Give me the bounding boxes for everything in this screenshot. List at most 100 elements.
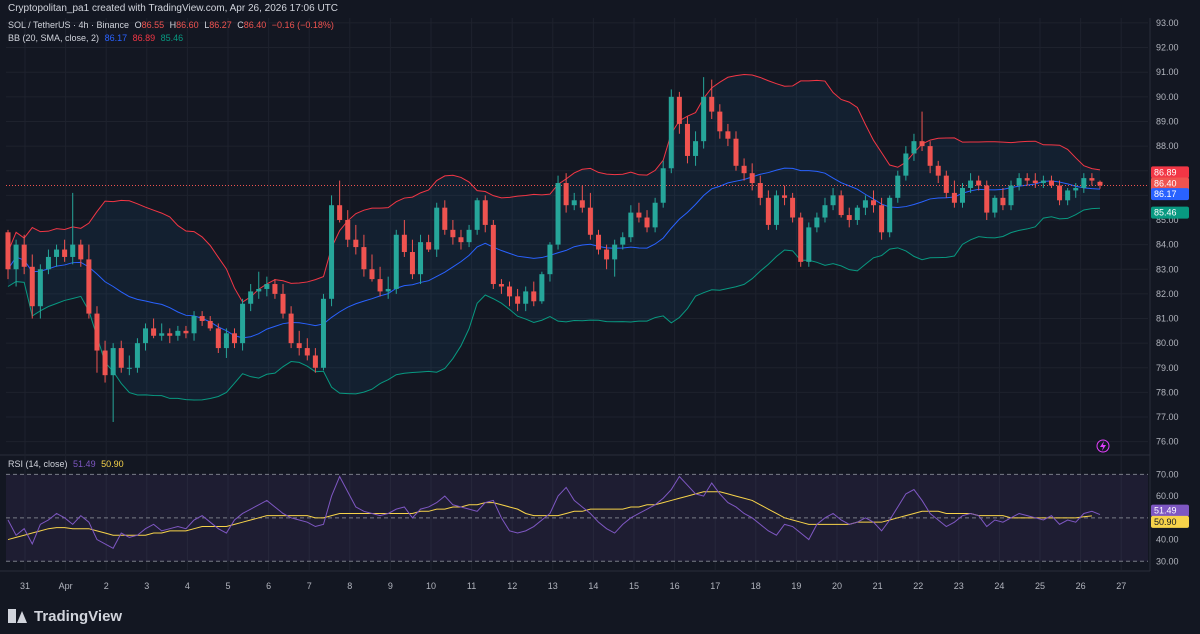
- time-tick-label: 4: [185, 581, 190, 591]
- open-value: 86.55: [141, 20, 165, 30]
- price-tick-label: 76.00: [1156, 437, 1179, 447]
- price-tick-label: 80.00: [1156, 338, 1179, 348]
- candle: [507, 281, 513, 307]
- candle-body: [151, 328, 157, 336]
- rsi-badge[interactable]: 51.49: [1151, 504, 1189, 517]
- candle: [846, 207, 852, 228]
- candle: [579, 185, 585, 213]
- rsi-ma-badge-text: 50.90: [1154, 517, 1177, 527]
- candle-body: [94, 313, 100, 351]
- candle: [676, 91, 682, 134]
- candle-body: [369, 269, 375, 280]
- candle: [612, 239, 618, 277]
- candle: [895, 170, 901, 203]
- candle: [523, 286, 529, 312]
- tradingview-brand[interactable]: TradingView: [8, 604, 122, 628]
- price-tick-label: 88.00: [1156, 141, 1179, 151]
- candle: [798, 212, 804, 267]
- price-tick-label: 89.00: [1156, 116, 1179, 126]
- time-tick-label: 5: [225, 581, 230, 591]
- candle-body: [725, 131, 731, 139]
- price-tick-label: 77.00: [1156, 412, 1179, 422]
- o-label: O: [134, 20, 142, 30]
- candle: [1024, 173, 1030, 186]
- candle: [693, 131, 699, 166]
- candle-body: [644, 217, 650, 228]
- candle: [288, 306, 294, 349]
- candle: [838, 190, 844, 218]
- candle-body: [474, 200, 480, 230]
- candle-body: [822, 205, 828, 218]
- bb-basis-line: [7, 167, 1101, 339]
- candle: [684, 116, 690, 164]
- bb-basis-badge-bg: [1151, 188, 1189, 201]
- candle-body: [854, 207, 860, 220]
- rsi-ma-badge-bg: [1151, 515, 1189, 528]
- candle: [604, 244, 610, 270]
- candle-body: [693, 141, 699, 156]
- lightning-icon[interactable]: [1096, 439, 1110, 453]
- candle-body: [1073, 187, 1079, 191]
- candle-body: [183, 330, 189, 334]
- candle: [345, 210, 351, 248]
- candle-body: [992, 197, 998, 213]
- candle-body: [207, 320, 213, 329]
- candle-body: [86, 259, 92, 314]
- candle-body: [1000, 197, 1006, 206]
- candle-body: [54, 249, 60, 257]
- price-tick-label: 90.00: [1156, 92, 1179, 102]
- candle-body: [903, 153, 909, 176]
- candle: [312, 348, 318, 373]
- low-value: 86.27: [209, 20, 232, 30]
- candle: [426, 234, 432, 253]
- candle-body: [1016, 178, 1022, 186]
- time-tick-label: 13: [548, 581, 558, 591]
- high-value: 86.60: [176, 20, 199, 30]
- candle-body: [1097, 181, 1103, 186]
- candle-body: [652, 202, 658, 228]
- candle: [62, 239, 68, 262]
- time-tick-label: 15: [629, 581, 639, 591]
- footer: TradingView: [0, 598, 1200, 634]
- candle: [822, 197, 828, 223]
- candle-body: [846, 215, 852, 220]
- candle-body: [329, 205, 335, 299]
- chart-area[interactable]: 76.00 77.00 78.00 79.00 80.00 81.00 82.00 83.00…: [0, 0, 1200, 598]
- candle-body: [118, 348, 124, 368]
- candle-body: [555, 183, 561, 245]
- candle: [498, 279, 504, 294]
- candle-body: [167, 333, 173, 336]
- bb-upper-badge[interactable]: 86.89: [1151, 166, 1189, 179]
- time-tick-label: 31: [20, 581, 30, 591]
- candle-body: [1081, 178, 1087, 188]
- candle-body: [296, 343, 302, 349]
- credit-bar: Cryptopolitan_pa1 created with TradingVi…: [0, 0, 1200, 18]
- candles: [5, 77, 1103, 422]
- candle: [636, 202, 642, 223]
- candle-body: [919, 141, 925, 147]
- candle-body: [110, 348, 116, 376]
- candle-body: [21, 244, 27, 267]
- chart-svg[interactable]: 76.00 77.00 78.00 79.00 80.00 81.00 82.00 83.00…: [0, 0, 1200, 598]
- candle-body: [838, 195, 844, 216]
- candle-body: [304, 348, 310, 356]
- time-tick-label: 24: [994, 581, 1004, 591]
- candle: [482, 195, 488, 233]
- bb-basis-badge[interactable]: 86.17: [1151, 188, 1189, 201]
- bb-upper-badge-text: 86.89: [1154, 167, 1177, 177]
- candle: [1081, 173, 1087, 193]
- bb-lower-badge-bg: [1151, 206, 1189, 219]
- candle-body: [531, 291, 537, 302]
- tradingview-logo-icon: [8, 609, 28, 623]
- candle: [409, 239, 415, 280]
- time-tick-label: 16: [670, 581, 680, 591]
- bb-lower-badge[interactable]: 85.46: [1151, 206, 1189, 219]
- candle: [879, 197, 885, 240]
- rsi-ma-badge[interactable]: 50.90: [1151, 515, 1189, 528]
- candle-body: [45, 256, 51, 270]
- time-tick-label: 12: [507, 581, 517, 591]
- bb-upper-line: [7, 74, 1101, 303]
- candle-body: [798, 217, 804, 262]
- candle-body: [959, 187, 965, 203]
- candle: [587, 192, 593, 240]
